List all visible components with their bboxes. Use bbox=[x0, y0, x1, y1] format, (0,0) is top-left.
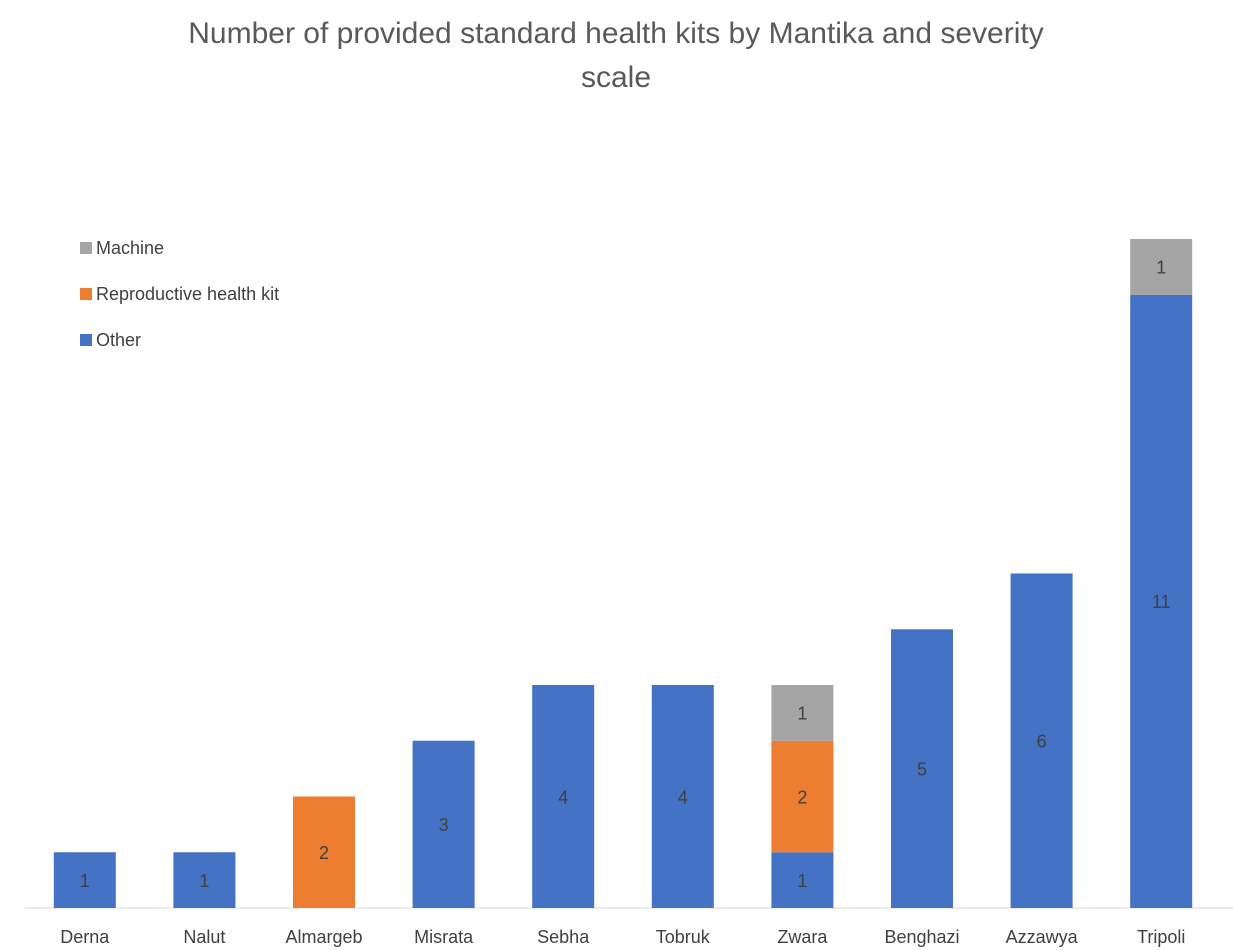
legend-label: Machine bbox=[96, 238, 164, 258]
x-tick-label: Almargeb bbox=[285, 927, 362, 947]
data-label: 1 bbox=[1156, 258, 1166, 278]
x-tick-label: Misrata bbox=[414, 927, 474, 947]
data-label: 1 bbox=[80, 871, 90, 891]
data-label: 2 bbox=[319, 843, 329, 863]
legend-label: Other bbox=[96, 330, 141, 350]
bar-segment bbox=[53, 852, 116, 908]
bar-segment bbox=[1010, 573, 1073, 908]
legend-label: Reproductive health kit bbox=[96, 284, 279, 304]
data-label: 11 bbox=[1152, 592, 1171, 612]
bar-segment bbox=[771, 740, 834, 853]
chart-title: Number of provided standard health kits … bbox=[188, 17, 1044, 94]
data-label: 1 bbox=[797, 704, 807, 724]
x-tick-label: Tobruk bbox=[656, 927, 711, 947]
data-label: 4 bbox=[678, 787, 688, 807]
data-label: 2 bbox=[797, 787, 807, 807]
bar-segment bbox=[1130, 239, 1193, 295]
data-label: 1 bbox=[199, 871, 209, 891]
bar-segment bbox=[293, 796, 355, 908]
bar-segment bbox=[651, 685, 714, 908]
x-tick-label: Azzawya bbox=[1006, 927, 1079, 947]
bar-segment bbox=[771, 685, 834, 741]
data-label: 3 bbox=[439, 815, 449, 835]
x-tick-label: Derna bbox=[60, 927, 110, 947]
x-tick-label: Sebha bbox=[537, 927, 590, 947]
x-tick-label: Zwara bbox=[777, 927, 828, 947]
x-tick-label: Benghazi bbox=[884, 927, 959, 947]
data-label: 6 bbox=[1037, 732, 1047, 752]
bar-segment bbox=[1130, 294, 1193, 908]
x-tick-label: Nalut bbox=[183, 927, 225, 947]
legend-swatch bbox=[80, 334, 92, 346]
bar-segment bbox=[412, 740, 475, 908]
legend-swatch bbox=[80, 242, 92, 254]
data-label: 5 bbox=[917, 759, 927, 779]
bar-segment bbox=[532, 685, 595, 908]
bar-segment bbox=[891, 629, 953, 908]
legend-swatch bbox=[80, 288, 92, 300]
bar-segment bbox=[771, 852, 834, 908]
x-tick-label: Tripoli bbox=[1137, 927, 1185, 947]
data-label: 1 bbox=[797, 871, 807, 891]
data-label: 4 bbox=[558, 787, 568, 807]
bar-segment bbox=[173, 852, 236, 908]
